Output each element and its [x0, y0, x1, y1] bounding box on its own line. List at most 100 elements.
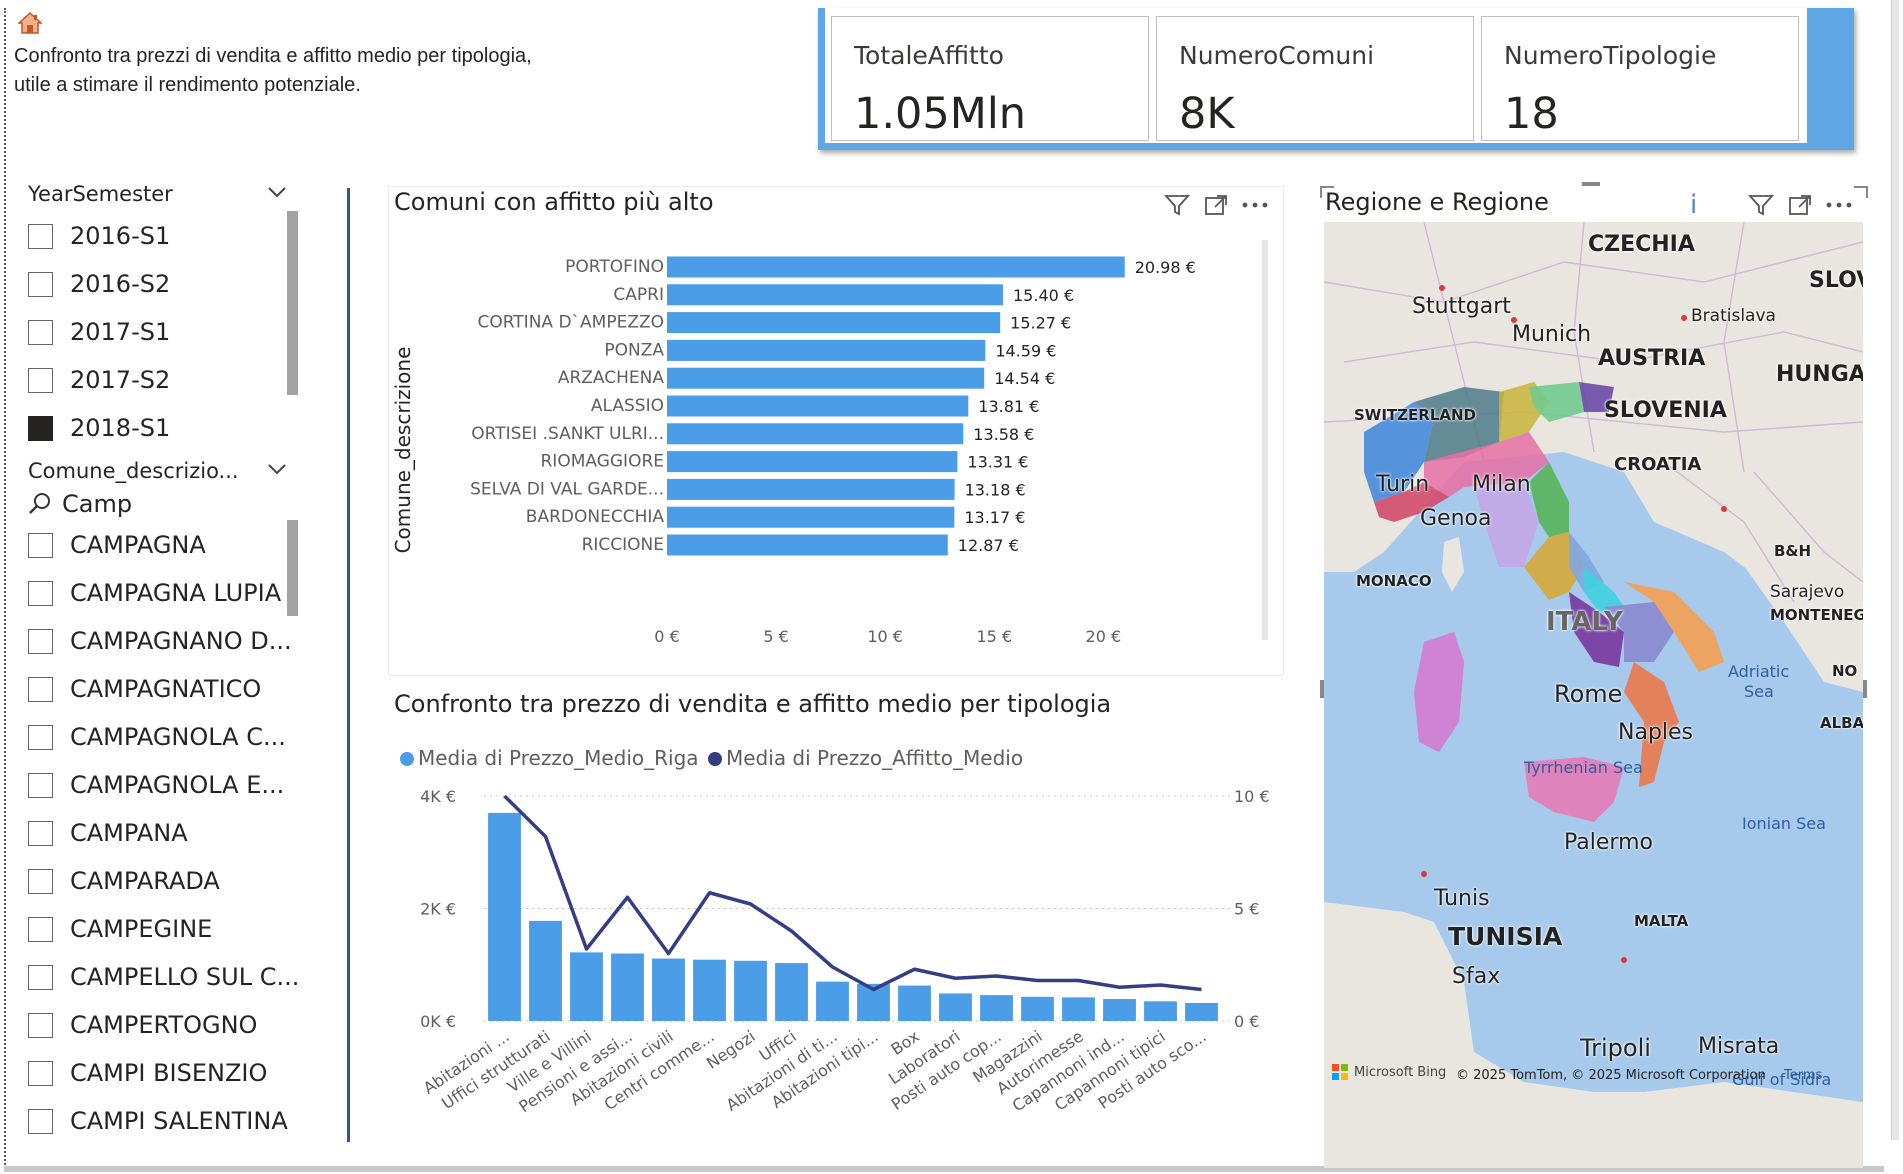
- combo-bar-mark[interactable]: [570, 952, 603, 1021]
- chevron-down-icon[interactable]: [268, 186, 286, 198]
- focus-mode-icon[interactable]: [1788, 194, 1812, 216]
- focus-mode-icon[interactable]: [1204, 194, 1228, 216]
- bar-mark[interactable]: [667, 339, 986, 361]
- checkbox[interactable]: [28, 532, 53, 558]
- bar-chart-scrollbar[interactable]: [1262, 240, 1268, 640]
- slicer-year-scrollbar[interactable]: [287, 211, 298, 395]
- slicer-year-item[interactable]: 2017-S2: [28, 362, 170, 398]
- info-icon[interactable]: i: [1690, 190, 1698, 220]
- slicer-comune-item[interactable]: CAMPAGNA LUPIA: [28, 575, 281, 611]
- chevron-down-icon[interactable]: [268, 463, 286, 475]
- checkbox[interactable]: [28, 1060, 53, 1086]
- combo-bar-mark[interactable]: [734, 960, 767, 1021]
- slicer-year-item[interactable]: 2017-S1: [28, 314, 170, 350]
- checkbox[interactable]: [28, 367, 53, 393]
- checkbox[interactable]: [28, 1108, 53, 1134]
- combo-bar-mark[interactable]: [980, 995, 1013, 1021]
- combo-line-series[interactable]: [503, 794, 1202, 992]
- checkbox[interactable]: [28, 319, 53, 345]
- bar-mark[interactable]: [667, 423, 964, 445]
- kpi-card-totale-affitto[interactable]: TotaleAffitto 1.05Mln: [831, 16, 1149, 141]
- bar-mark[interactable]: [667, 312, 1001, 334]
- slicer-comune-item[interactable]: CAMPELLO SUL C...: [28, 959, 299, 995]
- kpi-card-numero-tipologie[interactable]: NumeroTipologie 18: [1481, 16, 1799, 141]
- combo-bar-mark[interactable]: [1021, 996, 1054, 1021]
- bar-mark[interactable]: [667, 506, 955, 528]
- checkbox[interactable]: [28, 580, 53, 606]
- checkbox[interactable]: [28, 223, 53, 249]
- checkbox[interactable]: [28, 628, 53, 654]
- combo-bar-mark[interactable]: [1144, 1001, 1177, 1021]
- slicer-comune-item[interactable]: CAMPAGNA: [28, 527, 206, 563]
- checkbox[interactable]: [28, 916, 53, 942]
- filter-icon[interactable]: [1164, 194, 1190, 216]
- slicer-comune-item[interactable]: CAMPERTOGNO: [28, 1007, 257, 1043]
- slicer-comune-item[interactable]: CAMPI BISENZIO: [28, 1055, 267, 1091]
- checkbox[interactable]: [28, 271, 53, 297]
- combo-bar-mark[interactable]: [816, 981, 849, 1021]
- combo-bar-mark[interactable]: [488, 812, 521, 1021]
- more-options-icon[interactable]: [1242, 201, 1268, 209]
- slicer-comune-item[interactable]: CAMPARADA: [28, 863, 220, 899]
- slicer-year-item[interactable]: 2016-S2: [28, 266, 170, 302]
- slicer-year-item[interactable]: 2016-S1: [28, 218, 170, 254]
- slicer-item-label: 2017-S1: [70, 318, 171, 346]
- checkbox[interactable]: [28, 676, 53, 702]
- checkbox[interactable]: [28, 964, 53, 990]
- map-label: Sfax: [1452, 964, 1501, 989]
- slicer-comune-scrollbar[interactable]: [287, 520, 298, 616]
- bar-mark[interactable]: [667, 451, 958, 473]
- kpi-card-numero-comuni[interactable]: NumeroComuni 8K: [1156, 16, 1474, 141]
- resize-handle[interactable]: [1582, 182, 1600, 186]
- slicer-year-item[interactable]: 2018-S1: [28, 410, 170, 446]
- map-canvas[interactable]: CZECHIA SLOV Stuttgart Bratislava Munich…: [1324, 222, 1863, 1168]
- slicer-comune-item[interactable]: CAMPAGNATICO: [28, 671, 261, 707]
- checkbox[interactable]: [28, 724, 53, 750]
- terms-link[interactable]: Terms: [1784, 1068, 1823, 1083]
- slicer-comune-item[interactable]: CAMPI SALENTINA: [28, 1103, 288, 1139]
- combo-bar-mark[interactable]: [693, 959, 726, 1021]
- slicer-comune-item[interactable]: CAMPEGINE: [28, 911, 212, 947]
- page-scrollbar[interactable]: [1891, 0, 1899, 1140]
- legend-label[interactable]: Media di Prezzo_Medio_Riga: [418, 746, 699, 770]
- combo-bar-mark[interactable]: [1185, 1003, 1218, 1021]
- legend-label[interactable]: Media di Prezzo_Affitto_Medio: [726, 746, 1023, 770]
- checkbox[interactable]: [28, 1012, 53, 1038]
- slicer-comune-item[interactable]: CAMPAGNANO D...: [28, 623, 292, 659]
- bar-mark[interactable]: [667, 395, 969, 417]
- search-input[interactable]: Camp: [62, 490, 133, 518]
- page-scrollbar-horizontal[interactable]: [4, 1166, 1884, 1172]
- map-label: Tyrrhenian Sea: [1524, 758, 1643, 777]
- slicer-comune-item[interactable]: CAMPAGNOLA E...: [28, 767, 284, 803]
- combo-bar-mark[interactable]: [1103, 999, 1136, 1021]
- resize-handle[interactable]: [1863, 680, 1867, 698]
- map-label: SLOVENIA: [1604, 398, 1727, 423]
- home-icon[interactable]: [17, 11, 43, 34]
- bar-mark[interactable]: [667, 367, 985, 389]
- checkbox[interactable]: [28, 820, 53, 846]
- checkbox[interactable]: [28, 772, 53, 798]
- combo-bar-mark[interactable]: [939, 993, 972, 1021]
- checkbox[interactable]: [28, 868, 53, 894]
- bar-mark[interactable]: [667, 284, 1003, 306]
- combo-bar-mark[interactable]: [1062, 997, 1095, 1021]
- combo-bar-mark[interactable]: [611, 953, 644, 1022]
- slicer-comune-item[interactable]: CAMPANA: [28, 815, 188, 851]
- bar-value-label: 20.98 €: [1135, 258, 1196, 277]
- bar-mark[interactable]: [667, 256, 1125, 278]
- filter-icon[interactable]: [1748, 194, 1774, 216]
- resize-handle[interactable]: [1854, 186, 1868, 198]
- combo-bar-mark[interactable]: [529, 920, 562, 1021]
- checkbox-checked[interactable]: [28, 415, 53, 441]
- bar-mark[interactable]: [667, 534, 948, 556]
- resize-handle[interactable]: [1320, 186, 1334, 198]
- combo-bar-mark[interactable]: [652, 958, 685, 1021]
- bar-mark[interactable]: [667, 478, 955, 500]
- slicer-comune-item[interactable]: CAMPAGNOLA C...: [28, 719, 286, 755]
- map-label: SLOV: [1809, 268, 1863, 293]
- more-options-icon[interactable]: [1826, 201, 1852, 209]
- combo-bar-mark[interactable]: [898, 985, 931, 1021]
- resize-handle[interactable]: [1320, 680, 1324, 698]
- slicer-search[interactable]: Camp: [28, 486, 132, 522]
- combo-bar-mark[interactable]: [775, 963, 808, 1021]
